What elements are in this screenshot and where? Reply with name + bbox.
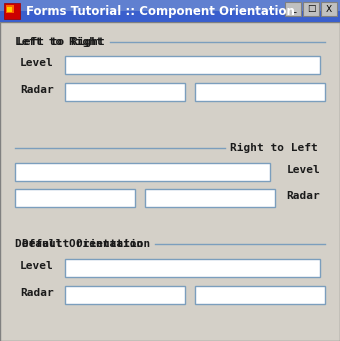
Text: Level: Level xyxy=(20,261,54,271)
Text: Default Orientation: Default Orientation xyxy=(15,239,143,249)
Bar xyxy=(0,11,340,22)
Text: Level: Level xyxy=(286,165,320,175)
Text: X: X xyxy=(326,4,332,14)
Text: Left to Right: Left to Right xyxy=(15,37,103,47)
Text: _: _ xyxy=(291,4,295,14)
Bar xyxy=(7,7,12,12)
Bar xyxy=(321,2,337,16)
Bar xyxy=(15,189,135,207)
Bar xyxy=(195,83,325,101)
Bar xyxy=(285,2,301,16)
Bar xyxy=(4,3,20,19)
Text: Right to Left: Right to Left xyxy=(230,143,318,153)
Text: Radar: Radar xyxy=(286,191,320,201)
Text: Radar: Radar xyxy=(20,85,54,95)
Bar xyxy=(195,286,325,304)
Bar xyxy=(65,259,320,277)
Text: Default Orientation: Default Orientation xyxy=(22,239,150,249)
Bar xyxy=(6,5,14,13)
Bar xyxy=(65,83,185,101)
Text: Level: Level xyxy=(20,58,54,68)
Bar xyxy=(65,286,185,304)
Bar xyxy=(0,0,340,22)
Text: Left to Right: Left to Right xyxy=(17,37,105,47)
Bar xyxy=(65,56,320,74)
Bar xyxy=(303,2,319,16)
Bar xyxy=(15,163,270,181)
Text: □: □ xyxy=(307,4,315,14)
Bar xyxy=(145,189,275,207)
Text: Radar: Radar xyxy=(20,288,54,298)
Text: Forms Tutorial :: Component Orientation: Forms Tutorial :: Component Orientation xyxy=(26,4,295,17)
